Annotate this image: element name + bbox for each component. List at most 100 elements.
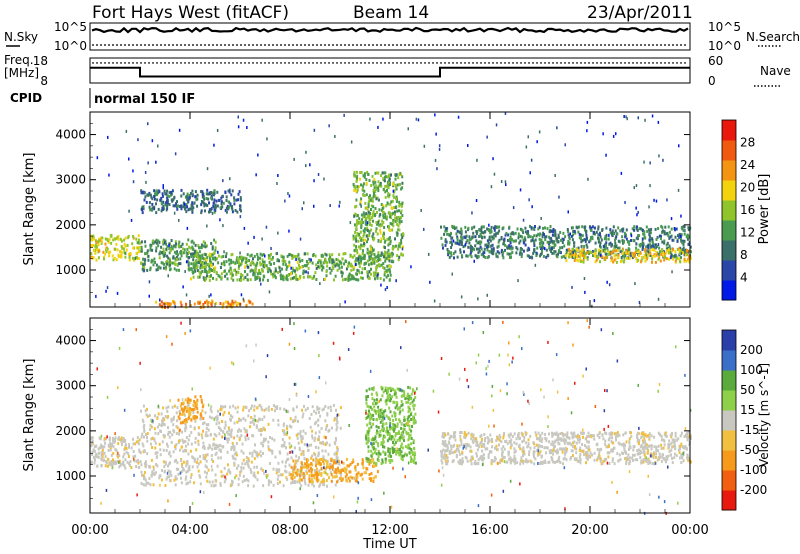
heatmap-cell <box>200 211 203 215</box>
heatmap-cell <box>400 238 403 242</box>
heatmap-cell <box>191 408 193 411</box>
heatmap-cell <box>240 466 243 470</box>
heatmap-cell <box>308 480 311 484</box>
heatmap-cell <box>181 421 184 425</box>
heatmap-cell <box>394 434 397 438</box>
heatmap-cell <box>202 240 205 244</box>
heatmap-cell <box>192 241 195 245</box>
heatmap-cell <box>480 253 483 257</box>
heatmap-cell <box>567 210 569 214</box>
heatmap-cell <box>377 184 380 188</box>
heatmap-cell <box>140 482 143 485</box>
heatmap-cell <box>613 245 616 249</box>
heatmap-cell <box>651 241 654 245</box>
heatmap-cell <box>253 408 256 412</box>
heatmap-cell <box>313 469 316 472</box>
heatmap-cell <box>412 439 415 443</box>
heatmap-cell <box>527 246 530 250</box>
heatmap-cell <box>577 246 580 250</box>
heatmap-cell <box>297 419 299 423</box>
heatmap-cell <box>170 245 173 248</box>
heatmap-cell <box>363 230 366 234</box>
heatmap-cell <box>314 461 317 465</box>
heatmap-cell <box>311 276 314 280</box>
heatmap-cell <box>307 458 310 462</box>
heatmap-cell <box>165 267 167 271</box>
heatmap-cell <box>391 207 394 210</box>
heatmap-cell <box>284 469 286 473</box>
heatmap-cell <box>366 251 369 255</box>
heatmap-cell <box>385 275 388 279</box>
heatmap-cell <box>372 417 375 421</box>
heatmap-cell <box>641 247 644 251</box>
heatmap-cell <box>261 262 264 266</box>
heatmap-cell <box>504 243 507 247</box>
heatmap-cell <box>161 440 164 444</box>
heatmap-cell <box>588 252 591 256</box>
heatmap-cell <box>637 116 639 120</box>
heatmap-cell <box>247 414 250 418</box>
heatmap-cell <box>490 244 493 248</box>
heatmap-cell <box>240 434 243 438</box>
heatmap-cell <box>381 171 384 175</box>
heatmap-cell <box>471 226 474 230</box>
heatmap-cell <box>400 253 403 257</box>
heatmap-cell <box>301 435 304 439</box>
heatmap-cell <box>375 255 378 259</box>
heatmap-cell <box>244 256 247 260</box>
heatmap-cell <box>404 452 407 456</box>
heatmap-cell <box>240 469 243 473</box>
heatmap-cell <box>360 171 363 174</box>
heatmap-cell <box>326 261 329 265</box>
heatmap-cell <box>166 475 169 479</box>
heatmap-cell <box>359 177 361 181</box>
heatmap-cell <box>377 254 380 257</box>
heatmap-cell <box>388 237 391 241</box>
heatmap-cell <box>414 461 417 465</box>
heatmap-cell <box>385 216 387 220</box>
heatmap-cell <box>127 452 130 456</box>
heatmap-cell <box>155 160 157 164</box>
heatmap-cell <box>203 421 206 425</box>
heatmap-cell <box>315 420 318 424</box>
heatmap-cell <box>572 230 575 233</box>
heatmap-cell <box>156 464 159 468</box>
heatmap-cell <box>668 244 671 248</box>
heatmap-cell <box>361 477 364 481</box>
heatmap-cell <box>237 192 240 196</box>
heatmap-cell <box>160 304 163 308</box>
heatmap-cell <box>169 461 171 465</box>
heatmap-cell <box>140 240 143 244</box>
heatmap-cell <box>651 255 654 258</box>
heatmap-cell <box>368 250 371 254</box>
heatmap-cell <box>148 294 150 298</box>
heatmap-cell <box>205 459 208 463</box>
heatmap-cell <box>582 247 585 251</box>
heatmap-cell <box>361 257 364 261</box>
heatmap-cell <box>267 256 270 260</box>
heatmap-cell <box>335 428 338 432</box>
heatmap-cell <box>205 299 208 303</box>
heatmap-cell <box>220 276 223 280</box>
heatmap-cell <box>308 469 311 473</box>
heatmap-cell <box>151 197 154 201</box>
heatmap-cell <box>582 260 585 264</box>
heatmap-cell <box>406 417 409 421</box>
heatmap-cell <box>410 442 413 446</box>
heatmap-cell <box>329 204 331 207</box>
heatmap-cell <box>128 463 131 467</box>
heatmap-cell <box>400 220 403 224</box>
heatmap-cell <box>607 253 610 256</box>
heatmap-cell <box>211 206 213 210</box>
heatmap-cell <box>285 476 288 480</box>
heatmap-cell <box>153 197 156 201</box>
heatmap-cell <box>176 262 179 266</box>
heatmap-cell <box>162 302 165 306</box>
heatmap-cell <box>649 184 651 188</box>
heatmap-cell <box>390 212 393 216</box>
heatmap-cell <box>208 275 211 279</box>
heatmap-cell <box>371 407 374 411</box>
heatmap-cell <box>158 423 161 427</box>
heatmap-cell <box>196 415 198 419</box>
heatmap-cell <box>388 264 391 268</box>
